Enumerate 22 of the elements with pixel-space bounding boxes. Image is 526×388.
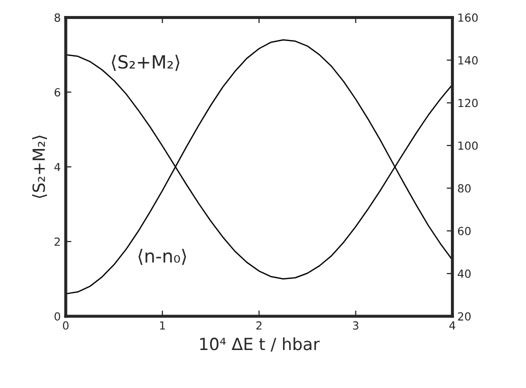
y2-tick-label: 80 [458,184,471,193]
x-tick-label: 4 [449,321,456,330]
y-tick-label: 0 [54,312,60,321]
y-tick-label: 6 [54,88,60,97]
x-tick-label: 0 [62,321,69,330]
y-axis-title: ⟨S₂+M₂⟩ [32,136,47,198]
y2-tick-label: 40 [458,270,471,278]
series-label: ⟨n-n₀⟩ [138,248,186,265]
y-tick-label: 8 [54,13,60,22]
y2-tick-label: 100 [458,141,478,150]
y-tick-label: 4 [54,162,60,172]
y2-tick-label: 120 [458,98,478,108]
x-axis-title: 10⁴ ΔE t / hbar [200,337,320,352]
x-tick-label: 2 [256,321,262,330]
series-label: ⟨S₂+M₂⟩ [112,54,180,71]
y2-tick-label: 60 [458,226,471,236]
x-tick-label: 3 [353,321,358,330]
y2-tick-label: 20 [458,312,471,321]
y2-tick-label: 160 [458,13,478,22]
x-tick-label: 1 [160,321,165,330]
y2-tick-label: 140 [458,56,478,65]
y-tick-label: 2 [54,238,60,246]
